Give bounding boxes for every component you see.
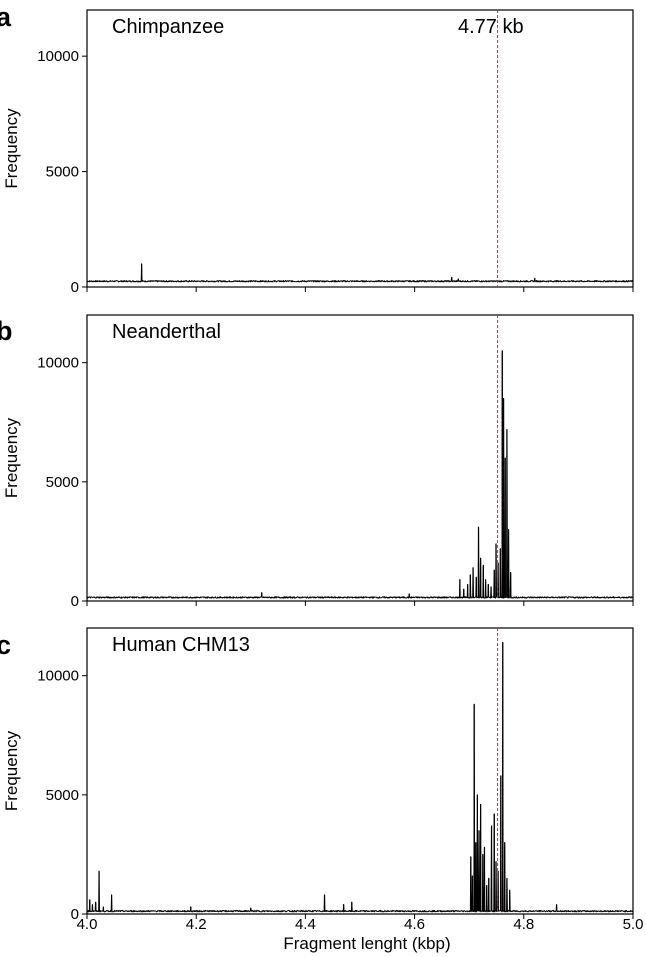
y-tick-label-b-5000: 5000 xyxy=(46,474,79,491)
x-axis-label: Fragment lenght (kbp) xyxy=(283,934,450,953)
series-line-c xyxy=(86,641,634,913)
plot-frame-b xyxy=(86,314,634,602)
vline-label: 4.77 kb xyxy=(458,16,524,38)
panel-letter-c: c xyxy=(0,630,11,660)
x-tick-label-4.6: 4.6 xyxy=(404,916,425,933)
panel-title-chimpanzee: Chimpanzee xyxy=(112,16,224,38)
tick-group-c: 0 5000 10000 xyxy=(37,668,634,923)
x-tick-label-4.4: 4.4 xyxy=(295,916,316,933)
plot-frame-c xyxy=(86,627,634,915)
y-tick-label-a-0: 0 xyxy=(71,279,79,296)
y-tick-label-c-10000: 10000 xyxy=(37,668,79,685)
panel-chimpanzee: a Frequency Chimpanzee 4.77 kb 0 5000 1000… xyxy=(0,2,634,296)
x-tick-label-4.0: 4.0 xyxy=(77,916,98,933)
x-tick-label-5.0: 5.0 xyxy=(623,916,644,933)
y-tick-label-a-10000: 10000 xyxy=(37,48,79,65)
series-b xyxy=(86,315,634,601)
y-tick-label-c-0: 0 xyxy=(71,906,79,923)
y-tick-label-b-0: 0 xyxy=(71,593,79,610)
y-axis-label-c: Frequency xyxy=(2,730,21,811)
y-tick-label-a-5000: 5000 xyxy=(46,164,79,181)
plot-frame-a xyxy=(86,9,634,288)
panel-human-chm13: c Frequency Human CHM13 0 5000 10000 xyxy=(0,627,634,923)
y-axis-label-b: Frequency xyxy=(2,417,21,498)
y-tick-label-c-5000: 5000 xyxy=(46,787,79,804)
tick-group-b: 0 5000 10000 xyxy=(37,355,634,610)
series-c xyxy=(86,628,634,914)
panel-neanderthal: b Frequency Neanderthal 0 5000 10000 xyxy=(0,314,634,610)
x-tick-label-4.2: 4.2 xyxy=(186,916,207,933)
panel-title-human-chm13: Human CHM13 xyxy=(112,634,250,656)
tick-group-a: 0 5000 10000 xyxy=(37,48,634,296)
series-a xyxy=(86,10,634,287)
y-tick-label-b-10000: 10000 xyxy=(37,355,79,372)
panel-letter-a: a xyxy=(0,2,12,32)
x-tick-label-4.8: 4.8 xyxy=(513,916,534,933)
x-tick-labels: 4.0 4.2 4.4 4.6 4.8 5.0 xyxy=(77,916,644,933)
y-axis-label-a: Frequency xyxy=(2,108,21,189)
series-line-b xyxy=(86,350,634,599)
panel-title-neanderthal: Neanderthal xyxy=(112,321,221,343)
panel-letter-b: b xyxy=(0,316,13,346)
series-line-a xyxy=(86,263,634,283)
